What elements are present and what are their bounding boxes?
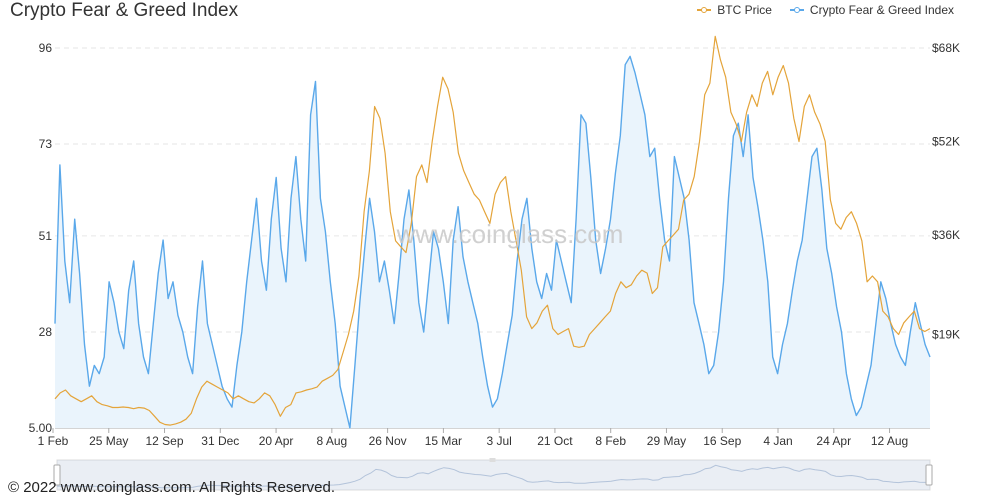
zoom-slider-selection bbox=[57, 460, 930, 490]
y-left-tick-label: 5.00 bbox=[29, 421, 53, 435]
y-left-tick-label: 28 bbox=[39, 325, 53, 339]
btc-price-line bbox=[54, 35, 931, 426]
footer-copyright: © 2022 www.coinglass.com. All Rights Res… bbox=[8, 479, 336, 496]
zoom-handle-right[interactable] bbox=[925, 464, 933, 486]
legend-item-btc[interactable]: BTC Price bbox=[697, 3, 772, 17]
legend-item-fg[interactable]: Crypto Fear & Greed Index bbox=[789, 3, 954, 17]
legend-swatch-btc-icon bbox=[697, 5, 712, 15]
x-tick-label: 3 Jul bbox=[486, 434, 511, 448]
y-left-tick-label: 96 bbox=[39, 41, 53, 55]
x-tick-label: 15 Mar bbox=[425, 434, 462, 448]
legend-label-fg: Crypto Fear & Greed Index bbox=[809, 3, 954, 17]
legend: BTC Price Crypto Fear & Greed Index bbox=[697, 3, 954, 17]
x-tick-label: 4 Jan bbox=[763, 434, 792, 448]
y-right-tick-label: $52K bbox=[932, 135, 960, 149]
x-tick-label: 8 Feb bbox=[595, 434, 626, 448]
y-right-tick-label: $36K bbox=[932, 228, 960, 242]
zoom-handle-left[interactable] bbox=[53, 464, 61, 486]
x-tick-label: 12 Aug bbox=[871, 434, 908, 448]
y-left-tick-label: 51 bbox=[39, 229, 53, 243]
x-tick-label: 29 May bbox=[647, 434, 686, 448]
x-tick-label: 8 Aug bbox=[316, 434, 347, 448]
x-tick-label: 25 May bbox=[89, 434, 128, 448]
legend-label-btc: BTC Price bbox=[717, 3, 772, 17]
x-tick-label: 21 Oct bbox=[537, 434, 573, 448]
x-tick-label: 31 Dec bbox=[201, 434, 239, 448]
x-tick-label: 26 Nov bbox=[369, 434, 407, 448]
x-tick-label: 20 Apr bbox=[259, 434, 294, 448]
y-right-tick-label: $68K bbox=[932, 41, 960, 55]
zoom-drag-grip[interactable] bbox=[489, 458, 496, 462]
fear-greed-line bbox=[54, 55, 931, 429]
legend-swatch-fg-icon bbox=[789, 5, 804, 15]
watermark: www.coinglass.com bbox=[396, 219, 624, 249]
x-tick-label: 1 Feb bbox=[38, 434, 69, 448]
zoom-slider-preview bbox=[56, 464, 931, 489]
x-tick-label: 24 Apr bbox=[816, 434, 851, 448]
fear-greed-area bbox=[55, 56, 930, 429]
chart-title: Crypto Fear & Greed Index bbox=[10, 0, 239, 21]
y-left-tick-label: 73 bbox=[39, 137, 53, 151]
y-right-tick-label: $19K bbox=[932, 327, 960, 341]
x-tick-label: 12 Sep bbox=[146, 434, 184, 448]
x-tick-label: 16 Sep bbox=[703, 434, 741, 448]
